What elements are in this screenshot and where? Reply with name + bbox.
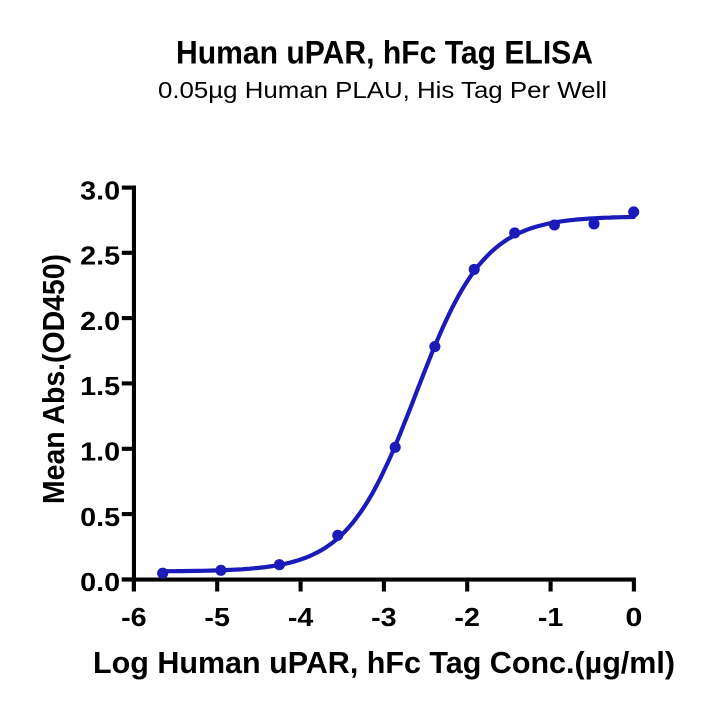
svg-text:0.0: 0.0 bbox=[80, 567, 120, 597]
svg-text:0.5: 0.5 bbox=[80, 502, 120, 532]
svg-text:-5: -5 bbox=[204, 602, 230, 632]
svg-text:3.0: 3.0 bbox=[80, 175, 120, 205]
svg-text:-6: -6 bbox=[121, 602, 147, 632]
svg-text:Human uPAR, hFc Tag ELISA: Human uPAR, hFc Tag ELISA bbox=[176, 34, 593, 70]
svg-text:-2: -2 bbox=[454, 602, 480, 632]
svg-text:2.0: 2.0 bbox=[80, 306, 120, 336]
svg-text:Mean Abs.(OD450): Mean Abs.(OD450) bbox=[36, 254, 71, 504]
svg-text:-4: -4 bbox=[288, 602, 314, 632]
svg-text:-1: -1 bbox=[538, 602, 564, 632]
svg-text:1.5: 1.5 bbox=[80, 371, 120, 401]
svg-text:0: 0 bbox=[625, 602, 642, 632]
svg-text:0.05µg Human PLAU, His Tag Per: 0.05µg Human PLAU, His Tag Per Well bbox=[158, 77, 607, 103]
svg-text:1.0: 1.0 bbox=[80, 437, 120, 467]
svg-text:2.5: 2.5 bbox=[80, 241, 120, 271]
svg-text:Log Human uPAR, hFc Tag Conc.(: Log Human uPAR, hFc Tag Conc.(µg/ml) bbox=[93, 645, 675, 680]
svg-text:-3: -3 bbox=[371, 602, 397, 632]
